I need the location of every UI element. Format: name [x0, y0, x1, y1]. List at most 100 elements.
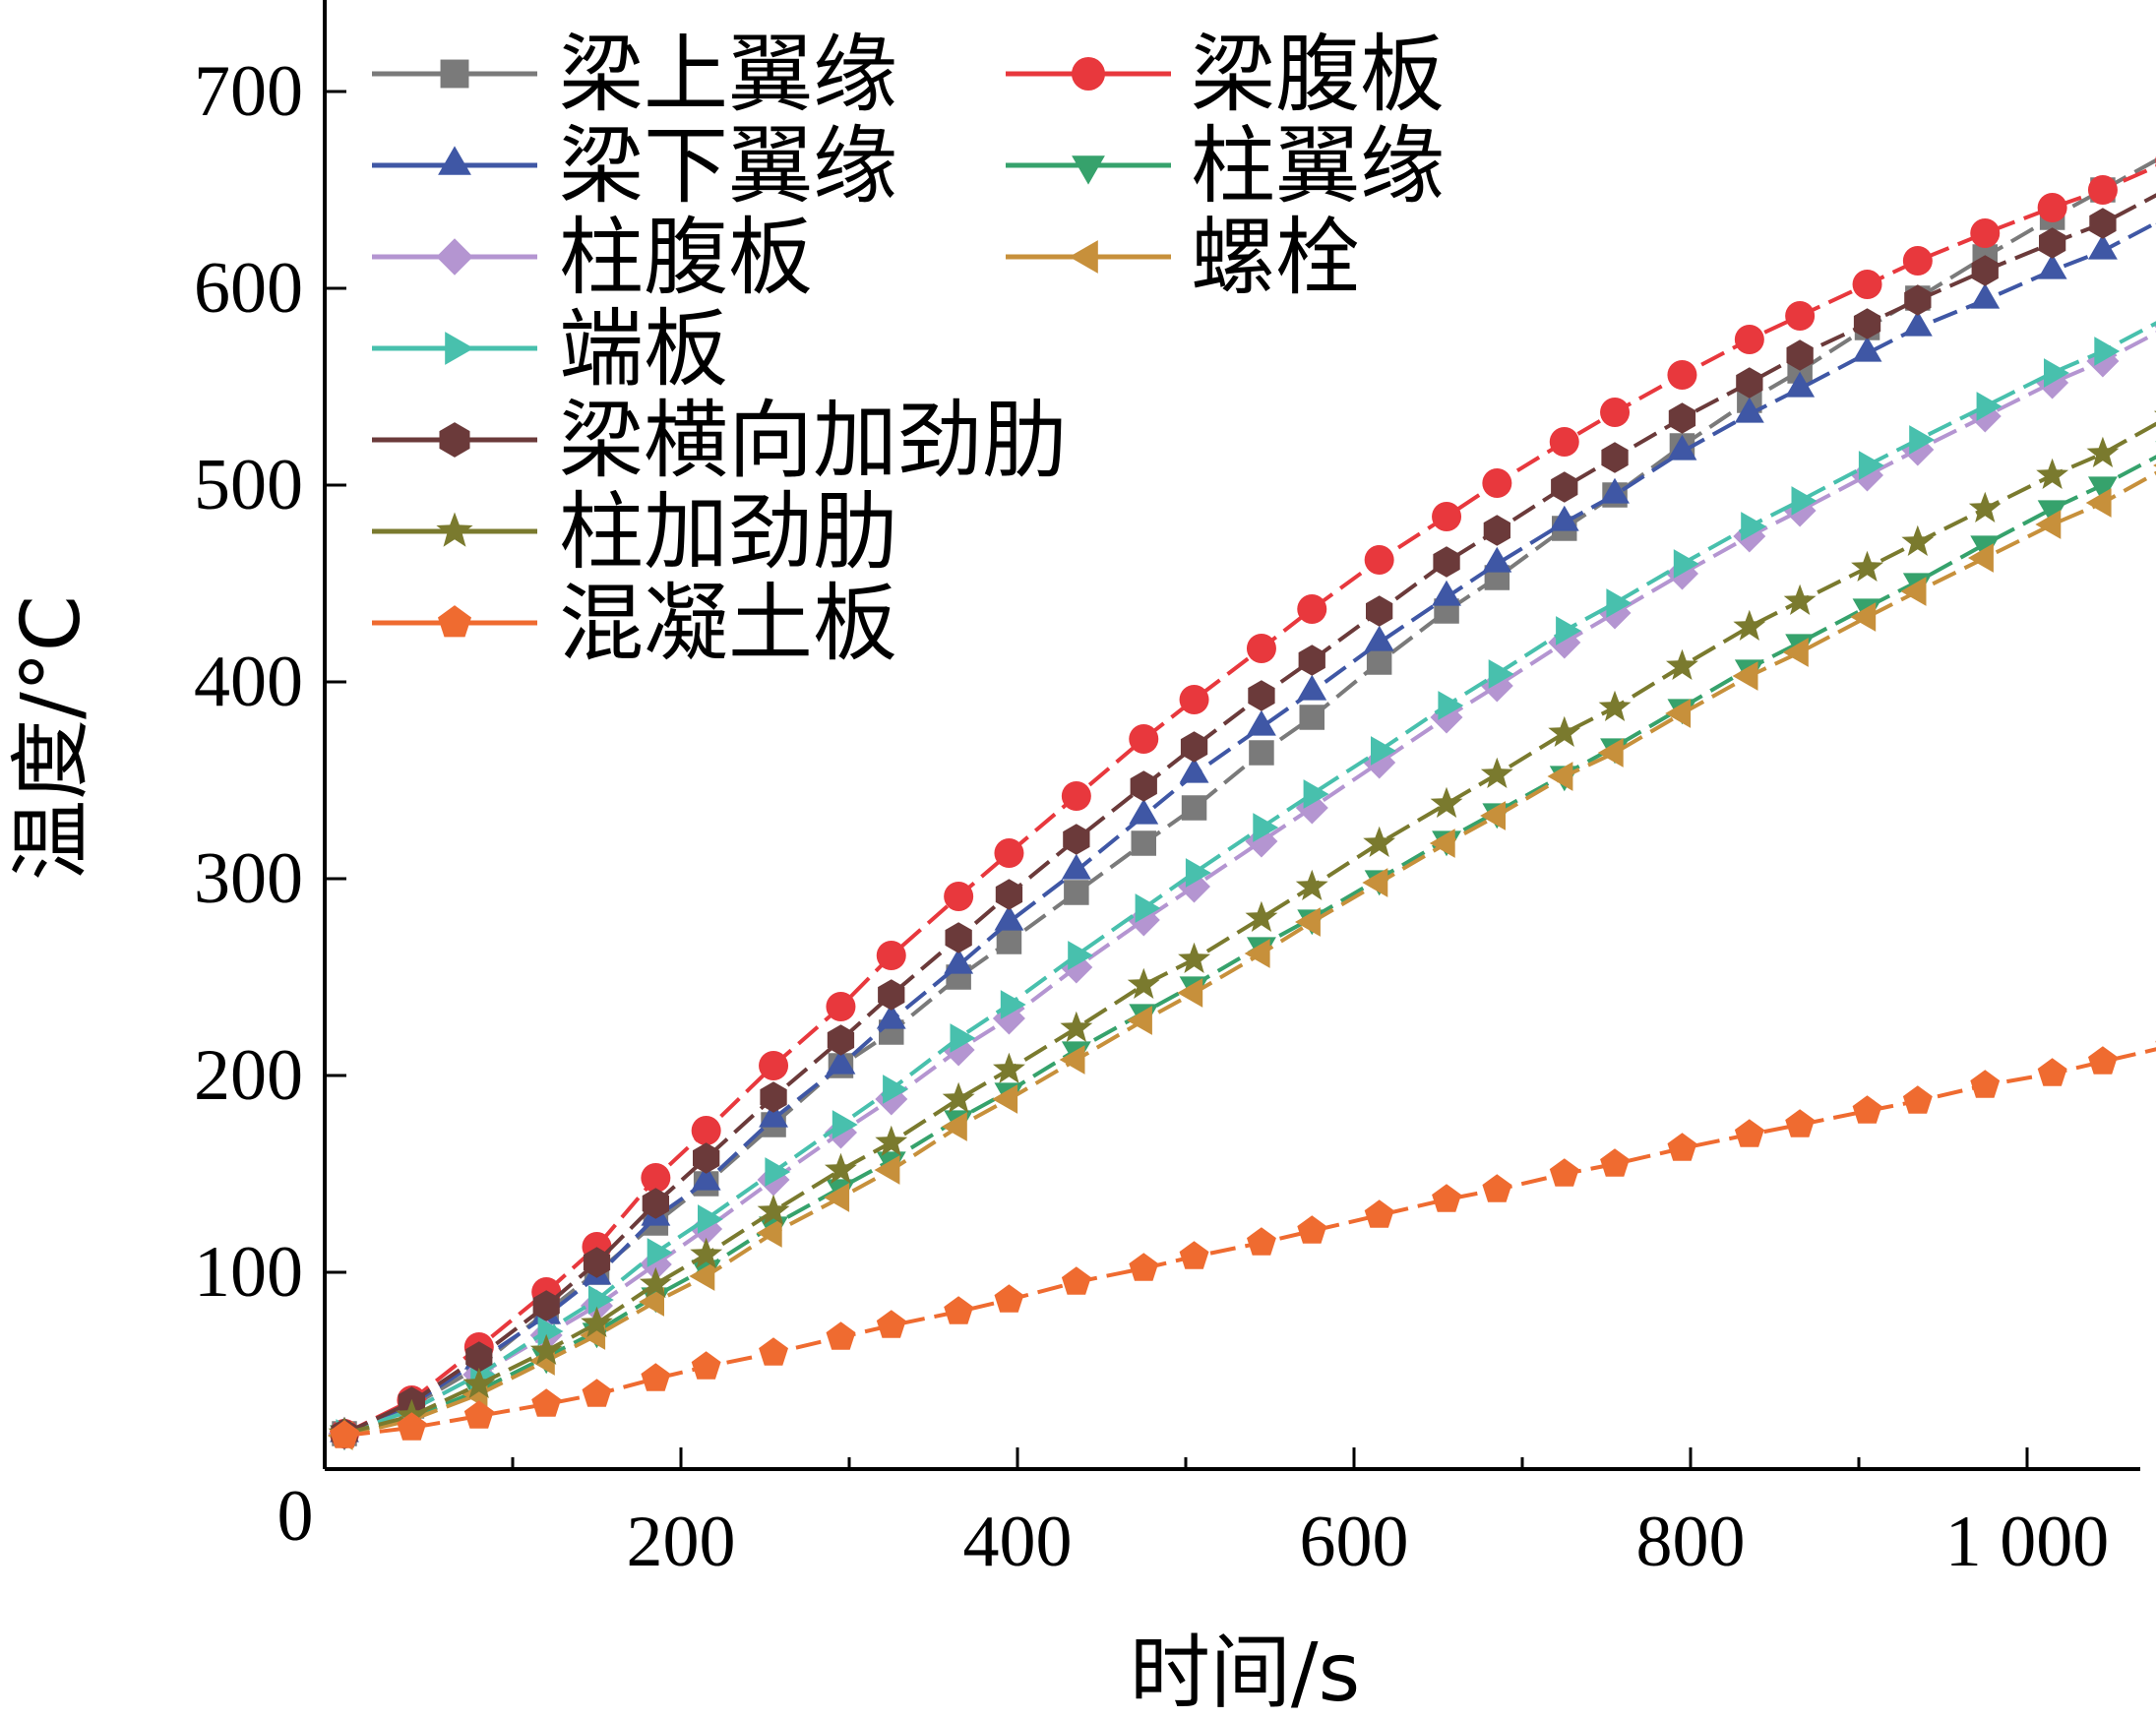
data-point — [1249, 740, 1274, 766]
data-point — [944, 948, 974, 974]
data-point — [1482, 1174, 1512, 1202]
data-point — [826, 1321, 856, 1350]
data-point — [1297, 674, 1327, 701]
legend-marker — [445, 332, 474, 365]
data-point — [950, 1023, 976, 1053]
data-point — [1909, 425, 1936, 455]
data-point — [1783, 584, 1817, 615]
data-point — [1600, 1148, 1630, 1177]
data-point — [397, 1412, 427, 1441]
data-point — [1432, 1184, 1461, 1212]
y-axis-title: 温度/°C — [5, 595, 98, 881]
data-point — [1853, 308, 1881, 339]
legend-marker — [439, 422, 470, 458]
data-point — [2153, 410, 2156, 413]
data-point — [1549, 505, 1579, 531]
series-line — [343, 331, 2156, 1436]
data-point — [1366, 649, 1392, 675]
data-point — [1068, 941, 1094, 970]
legend-label: 端板 — [559, 300, 728, 399]
data-point — [1063, 824, 1090, 855]
legend-label: 柱翼缘 — [1191, 117, 1445, 215]
legend-item: 梁腹板 — [1006, 26, 1445, 124]
y-tick-label: 700 — [194, 51, 303, 132]
data-point — [1000, 990, 1026, 1019]
data-point — [2037, 253, 2067, 279]
data-point — [1786, 339, 1814, 371]
data-point — [1480, 757, 1513, 788]
data-point — [1785, 1109, 1816, 1137]
data-point — [689, 1261, 715, 1291]
data-point — [2037, 1058, 2067, 1086]
data-point — [759, 1337, 788, 1366]
series-line — [343, 455, 2156, 1436]
legend-label: 梁横向加劲肋 — [559, 392, 1067, 490]
data-point — [2094, 337, 2121, 366]
data-point — [581, 1306, 613, 1337]
data-point — [1668, 402, 1696, 434]
legend-marker — [1072, 57, 1105, 91]
data-point — [1551, 471, 1578, 503]
data-point — [1600, 477, 1630, 504]
y-tick-label: 100 — [194, 1232, 303, 1313]
data-point — [874, 1155, 900, 1185]
data-point — [1548, 715, 1581, 747]
series-line — [343, 421, 2156, 1436]
data-point — [1060, 1011, 1093, 1042]
data-point — [1482, 468, 1512, 498]
data-point — [1129, 798, 1159, 825]
legend-marker — [440, 59, 469, 89]
data-point — [2088, 476, 2118, 503]
data-point — [1667, 1133, 1697, 1161]
data-point — [1549, 1158, 1579, 1187]
data-point — [462, 1367, 496, 1398]
data-point — [1785, 301, 1816, 331]
data-point — [1488, 659, 1514, 689]
data-point — [693, 1142, 720, 1174]
data-point — [1433, 546, 1460, 578]
x-tick-label: 1 000 — [1945, 1502, 2110, 1582]
series-6 — [327, 463, 2156, 1450]
data-point — [1901, 524, 1935, 556]
data-point — [1482, 546, 1512, 573]
data-point — [1904, 284, 1932, 316]
data-point — [1366, 595, 1393, 627]
series-7 — [336, 321, 2156, 1448]
data-point — [945, 922, 972, 953]
data-point — [1900, 577, 1927, 606]
data-point — [994, 838, 1024, 868]
data-point — [992, 1084, 1018, 1114]
series-9 — [328, 410, 2156, 1447]
data-point — [1129, 724, 1159, 754]
data-point — [537, 1317, 564, 1346]
data-point — [1364, 1199, 1394, 1228]
legend-label: 梁腹板 — [1191, 26, 1445, 124]
data-point — [756, 1218, 782, 1248]
data-point — [1127, 1006, 1152, 1035]
data-point — [582, 1379, 612, 1407]
data-point — [1432, 502, 1462, 531]
data-point — [995, 879, 1023, 910]
data-point — [1851, 550, 1883, 582]
data-point — [1734, 1119, 1764, 1147]
x-tick-label: 800 — [1636, 1502, 1746, 1582]
data-point — [1297, 594, 1327, 624]
data-point — [942, 1081, 975, 1113]
legend-item: 端板 — [372, 300, 728, 399]
y-tick-label: 200 — [194, 1035, 303, 1116]
data-point — [1245, 900, 1278, 932]
data-point — [1734, 325, 1764, 354]
x-axis-title: 时间/s — [1130, 1627, 1360, 1720]
data-point — [1364, 625, 1394, 651]
data-point — [1968, 543, 1994, 573]
series-line — [343, 164, 2156, 1436]
data-point — [1850, 602, 1877, 632]
data-point — [1059, 1045, 1085, 1075]
y-tick-label: 500 — [194, 445, 303, 525]
legend-label: 梁上翼缘 — [559, 26, 897, 124]
series-line — [343, 157, 2156, 1436]
data-point — [639, 1287, 664, 1317]
data-point — [1665, 699, 1692, 728]
data-point — [1129, 1253, 1159, 1281]
